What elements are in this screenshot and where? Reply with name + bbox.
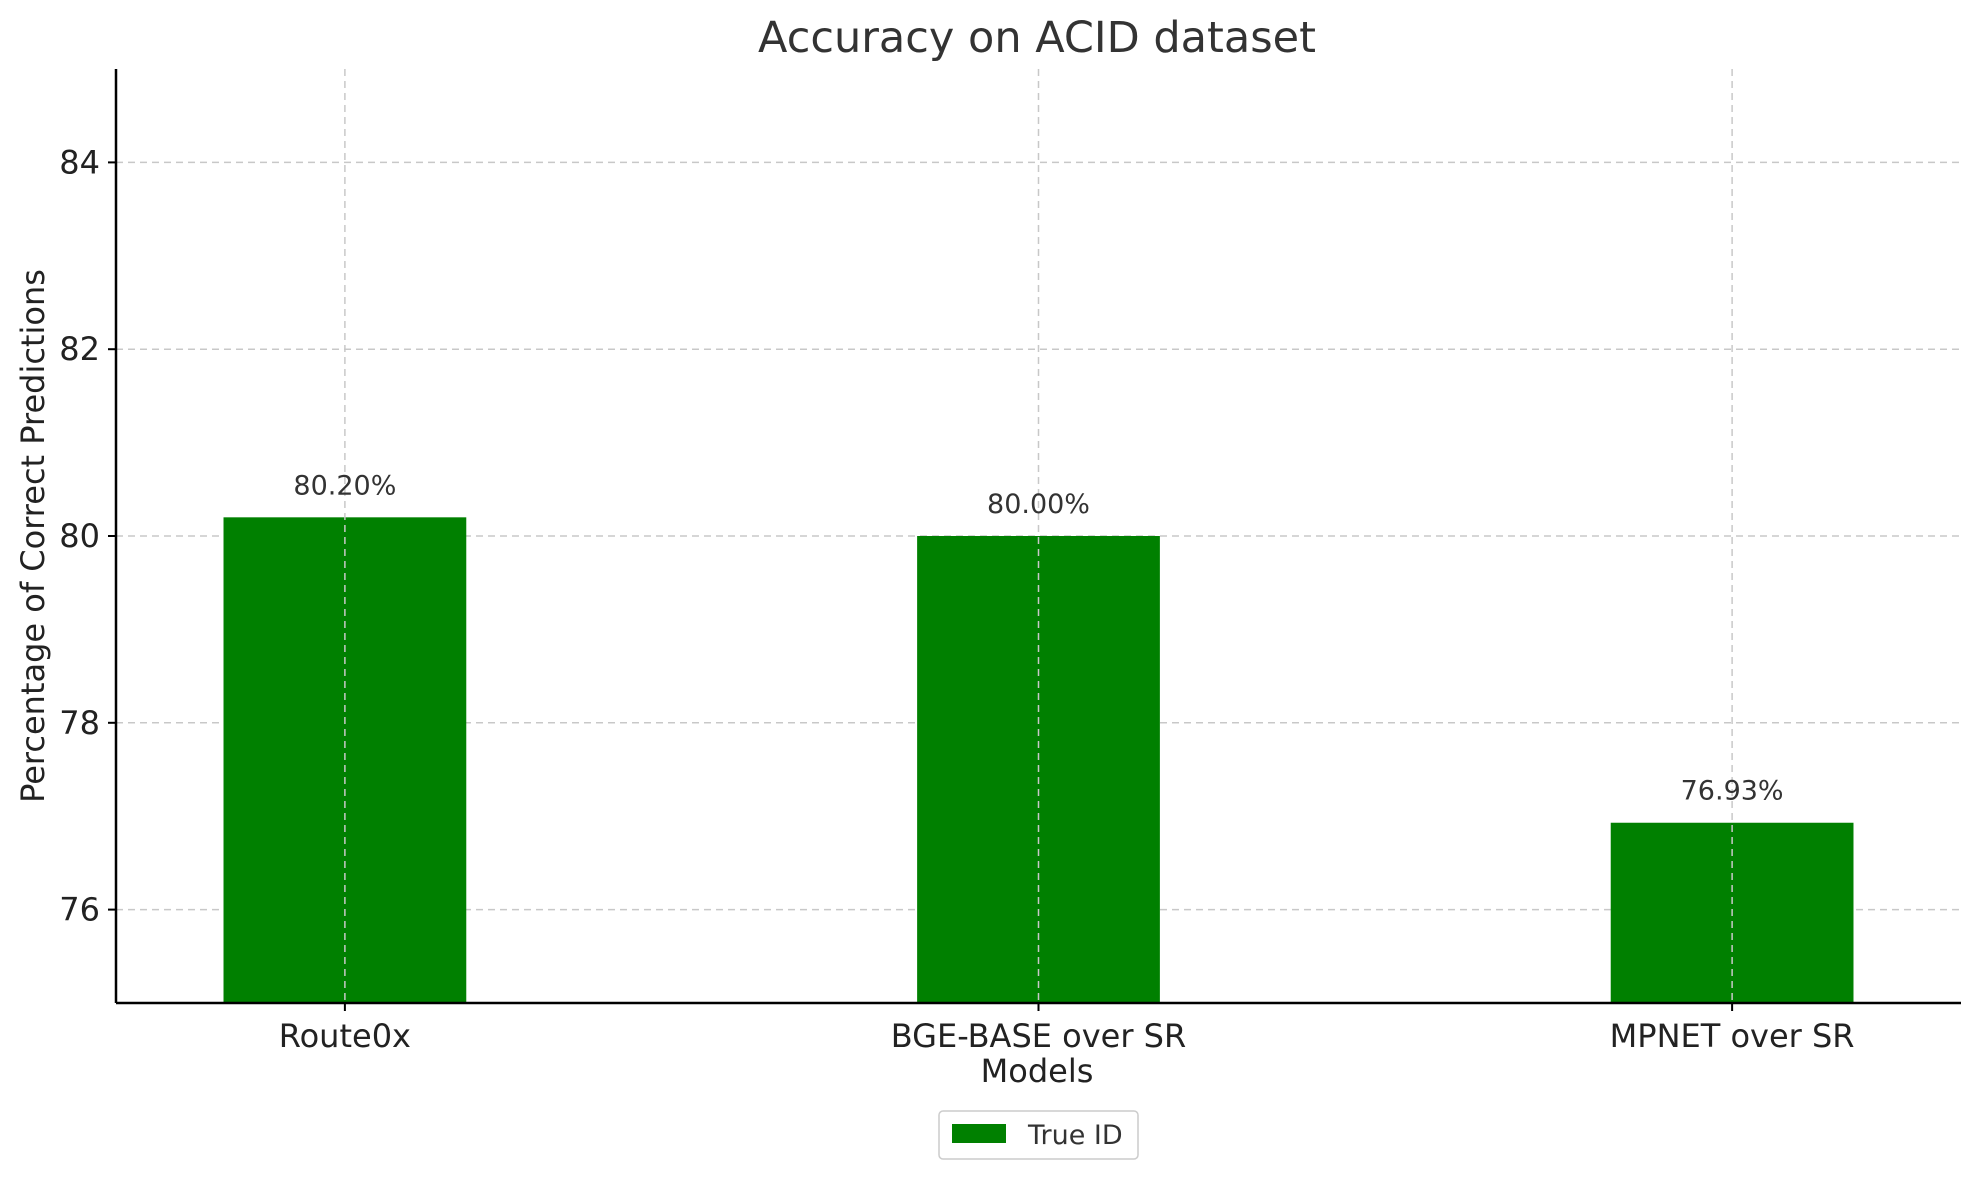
y-tick-label: 84	[59, 143, 100, 181]
data-label: 80.20%	[293, 470, 396, 501]
x-tick-label: Route0x	[279, 1017, 411, 1055]
y-tick-label: 76	[59, 891, 100, 929]
legend: True ID	[938, 1110, 1139, 1160]
data-label: 80.00%	[987, 489, 1090, 520]
y-axis-ticks: 76 78 80 82 84	[59, 143, 116, 929]
y-axis-label: Percentage of Correct Predictions	[14, 269, 52, 803]
data-label: 76.93%	[1681, 776, 1784, 807]
x-tick-label: MPNET over SR	[1610, 1017, 1855, 1055]
legend-label: True ID	[1027, 1120, 1123, 1151]
x-axis-ticks: Route0x BGE-BASE over SR MPNET over SR	[279, 1003, 1855, 1055]
y-tick-label: 80	[59, 517, 100, 555]
legend-swatch	[952, 1124, 1006, 1143]
legend-frame	[938, 1110, 1139, 1160]
x-tick-label: BGE-BASE over SR	[891, 1017, 1186, 1055]
y-tick-label: 78	[59, 704, 100, 742]
y-tick-label: 82	[59, 330, 100, 368]
x-axis-label: Models	[981, 1052, 1094, 1090]
data-labels: 80.20% 80.00% 76.93%	[293, 470, 1783, 806]
chart-title: Accuracy on ACID dataset	[758, 13, 1316, 63]
